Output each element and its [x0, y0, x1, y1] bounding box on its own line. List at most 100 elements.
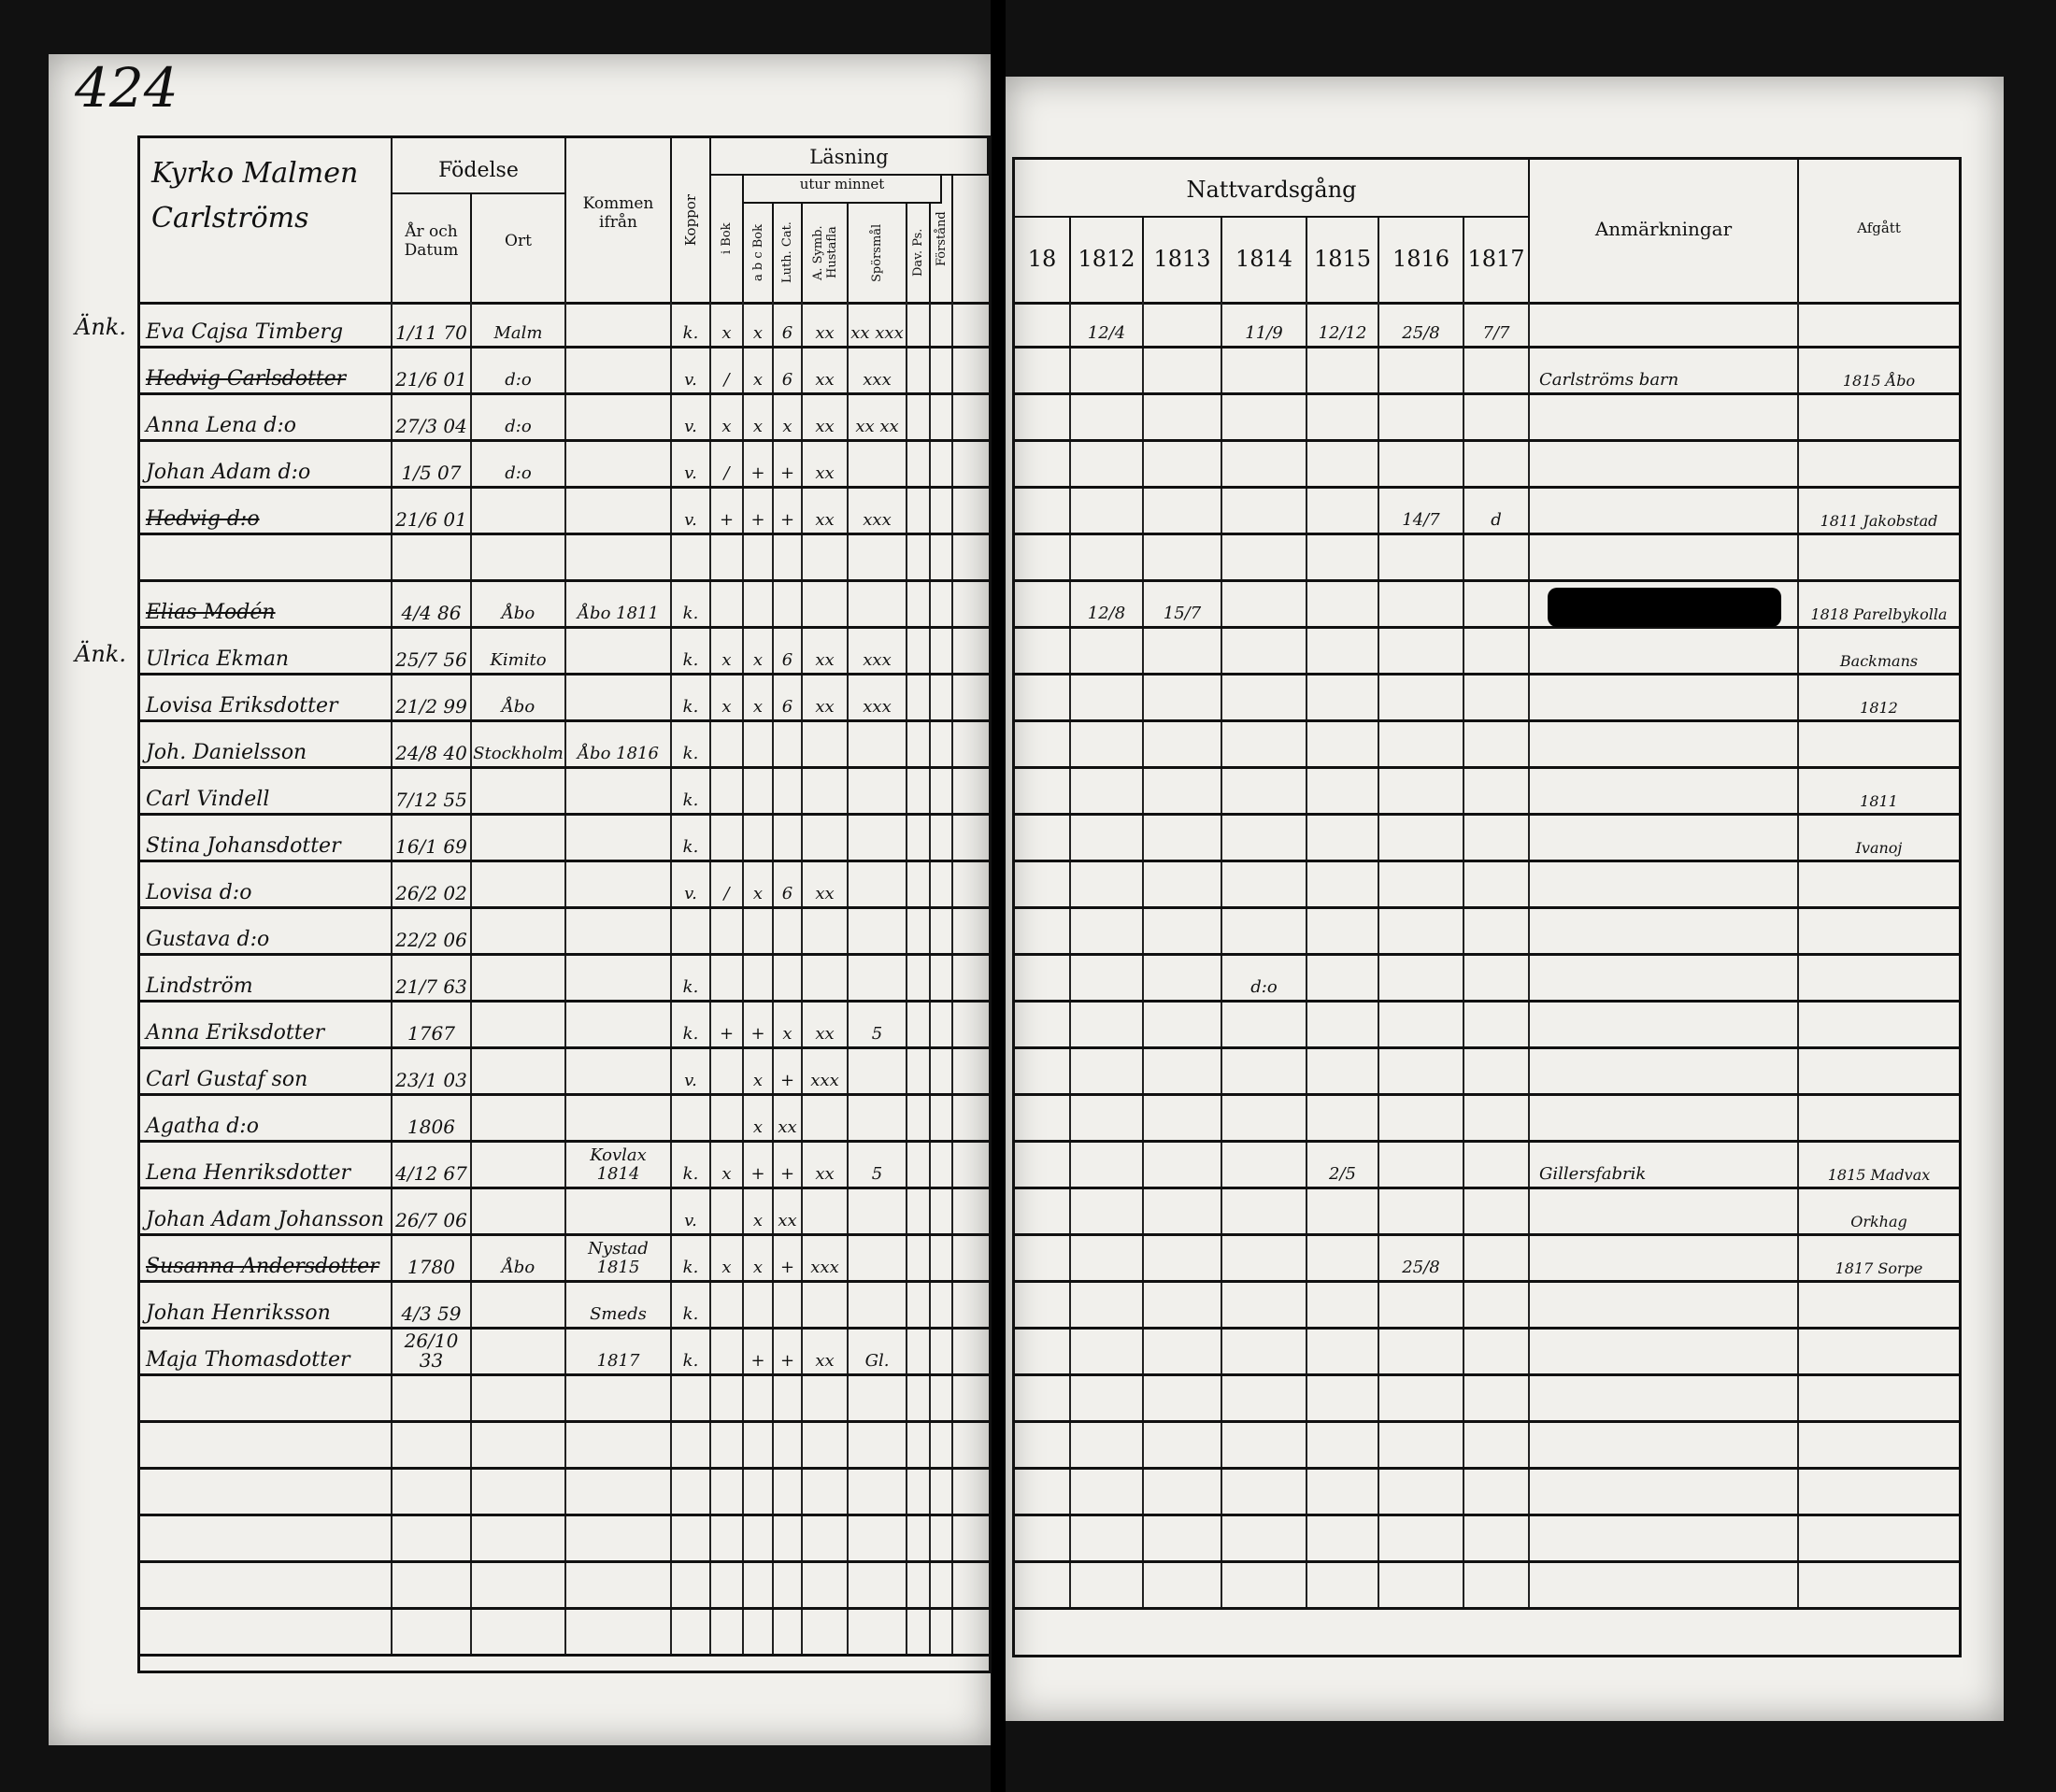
cell: 6	[774, 348, 803, 392]
cell	[931, 442, 953, 486]
table-row: Johan Adam d:o 1/5 07 d:o v. / + + xx	[140, 442, 989, 489]
name-cell: Agatha d:o	[140, 1096, 393, 1140]
communion-date-cell	[1144, 535, 1222, 579]
cell	[931, 1376, 953, 1420]
cell	[566, 489, 672, 533]
cell: k.	[672, 676, 711, 719]
table-row	[1015, 862, 1959, 909]
communion-date-cell	[1071, 1470, 1144, 1514]
communion-date-cell	[1222, 676, 1307, 719]
communion-date-cell	[1144, 769, 1222, 813]
name-cell	[140, 1423, 393, 1467]
cell	[931, 302, 953, 346]
cell: x	[744, 1049, 774, 1093]
table-row: Orkhag	[1015, 1189, 1959, 1236]
cell	[566, 1610, 672, 1654]
communion-date-cell	[1307, 1189, 1379, 1233]
name-cell: Lena Henriksdotter	[140, 1143, 393, 1187]
communion-date-cell	[1015, 722, 1071, 766]
cell: xx	[803, 442, 849, 486]
communion-date-cell	[1071, 1283, 1144, 1327]
cell	[907, 582, 931, 626]
margin-note: Änk.	[75, 641, 126, 667]
cell	[774, 1376, 803, 1420]
cell	[803, 1470, 849, 1514]
communion-date-cell	[1071, 629, 1144, 673]
cell: xx	[803, 1003, 849, 1046]
cell	[849, 1563, 907, 1607]
cell	[931, 1610, 953, 1654]
cell	[744, 1516, 774, 1560]
cell	[711, 1516, 744, 1560]
cell: xxx	[849, 676, 907, 719]
cell: xxx	[803, 1049, 849, 1093]
table-row: Stina Johansdotter 16/1 69 k.	[140, 816, 989, 862]
cell	[803, 769, 849, 813]
communion-date-cell	[1307, 1423, 1379, 1467]
communion-date-cell: 14/7	[1379, 489, 1464, 533]
cell	[744, 769, 774, 813]
cell	[472, 1423, 566, 1467]
communion-date-cell	[1015, 816, 1071, 860]
cell: 6	[774, 629, 803, 673]
cell	[953, 442, 989, 486]
cell: Nystad 1815	[566, 1236, 672, 1280]
cell	[931, 395, 953, 439]
from-memory-header: utur minnet	[744, 176, 942, 204]
cell	[953, 1189, 989, 1233]
cell	[907, 1516, 931, 1560]
cell: Gl.	[849, 1330, 907, 1373]
name-cell: Lovisa d:o	[140, 862, 393, 906]
communion-date-cell	[1144, 1049, 1222, 1093]
cell: xx	[803, 395, 849, 439]
table-row: Gustava d:o 22/2 06	[140, 909, 989, 956]
table-row	[140, 1376, 989, 1423]
communion-date-cell	[1144, 722, 1222, 766]
cell	[744, 1563, 774, 1607]
cell	[953, 1563, 989, 1607]
cell	[907, 1376, 931, 1420]
cell: k.	[672, 956, 711, 1000]
communion-date-cell	[1015, 1283, 1071, 1327]
communion-date-cell	[1015, 395, 1071, 439]
cell	[566, 1376, 672, 1420]
cell: xx	[803, 676, 849, 719]
cell	[472, 1049, 566, 1093]
birth-header: Födelse	[393, 138, 566, 194]
cell	[907, 1143, 931, 1187]
communion-date-cell: 11/9	[1222, 302, 1307, 346]
table-row	[1015, 1563, 1959, 1610]
cell: 22/2 06	[393, 909, 472, 953]
cell: 21/6 01	[393, 348, 472, 392]
remarks-cell	[1530, 1516, 1799, 1560]
communion-date-cell	[1015, 348, 1071, 392]
cell: 1767	[393, 1003, 472, 1046]
communion-date-cell	[1307, 1516, 1379, 1560]
remarks-cell	[1530, 676, 1799, 719]
cell	[711, 1563, 744, 1607]
departed-cell	[1799, 1096, 1959, 1140]
name-cell	[140, 535, 393, 579]
cell	[393, 1563, 472, 1607]
communion-date-cell	[1144, 676, 1222, 719]
cell	[472, 1003, 566, 1046]
cell: 26/2 02	[393, 862, 472, 906]
cell	[472, 1516, 566, 1560]
communion-date-cell	[1464, 1236, 1530, 1280]
table-row	[1015, 1003, 1959, 1049]
cell	[953, 348, 989, 392]
communion-date-cell: d:o	[1222, 956, 1307, 1000]
table-row	[1015, 1283, 1959, 1330]
cell	[472, 1283, 566, 1327]
cell: 26/10 33	[393, 1330, 472, 1373]
communion-date-cell	[1379, 862, 1464, 906]
cell: /	[711, 348, 744, 392]
cell	[744, 1283, 774, 1327]
table-row: Hedvig Carlsdotter 21/6 01 d:o v. / x 6 xx xxx	[140, 348, 989, 395]
communion-date-cell	[1464, 1143, 1530, 1187]
cell: x	[744, 862, 774, 906]
communion-date-cell	[1464, 1330, 1530, 1373]
cell: 16/1 69	[393, 816, 472, 860]
communion-date-cell	[1379, 582, 1464, 626]
communion-date-cell	[1144, 489, 1222, 533]
